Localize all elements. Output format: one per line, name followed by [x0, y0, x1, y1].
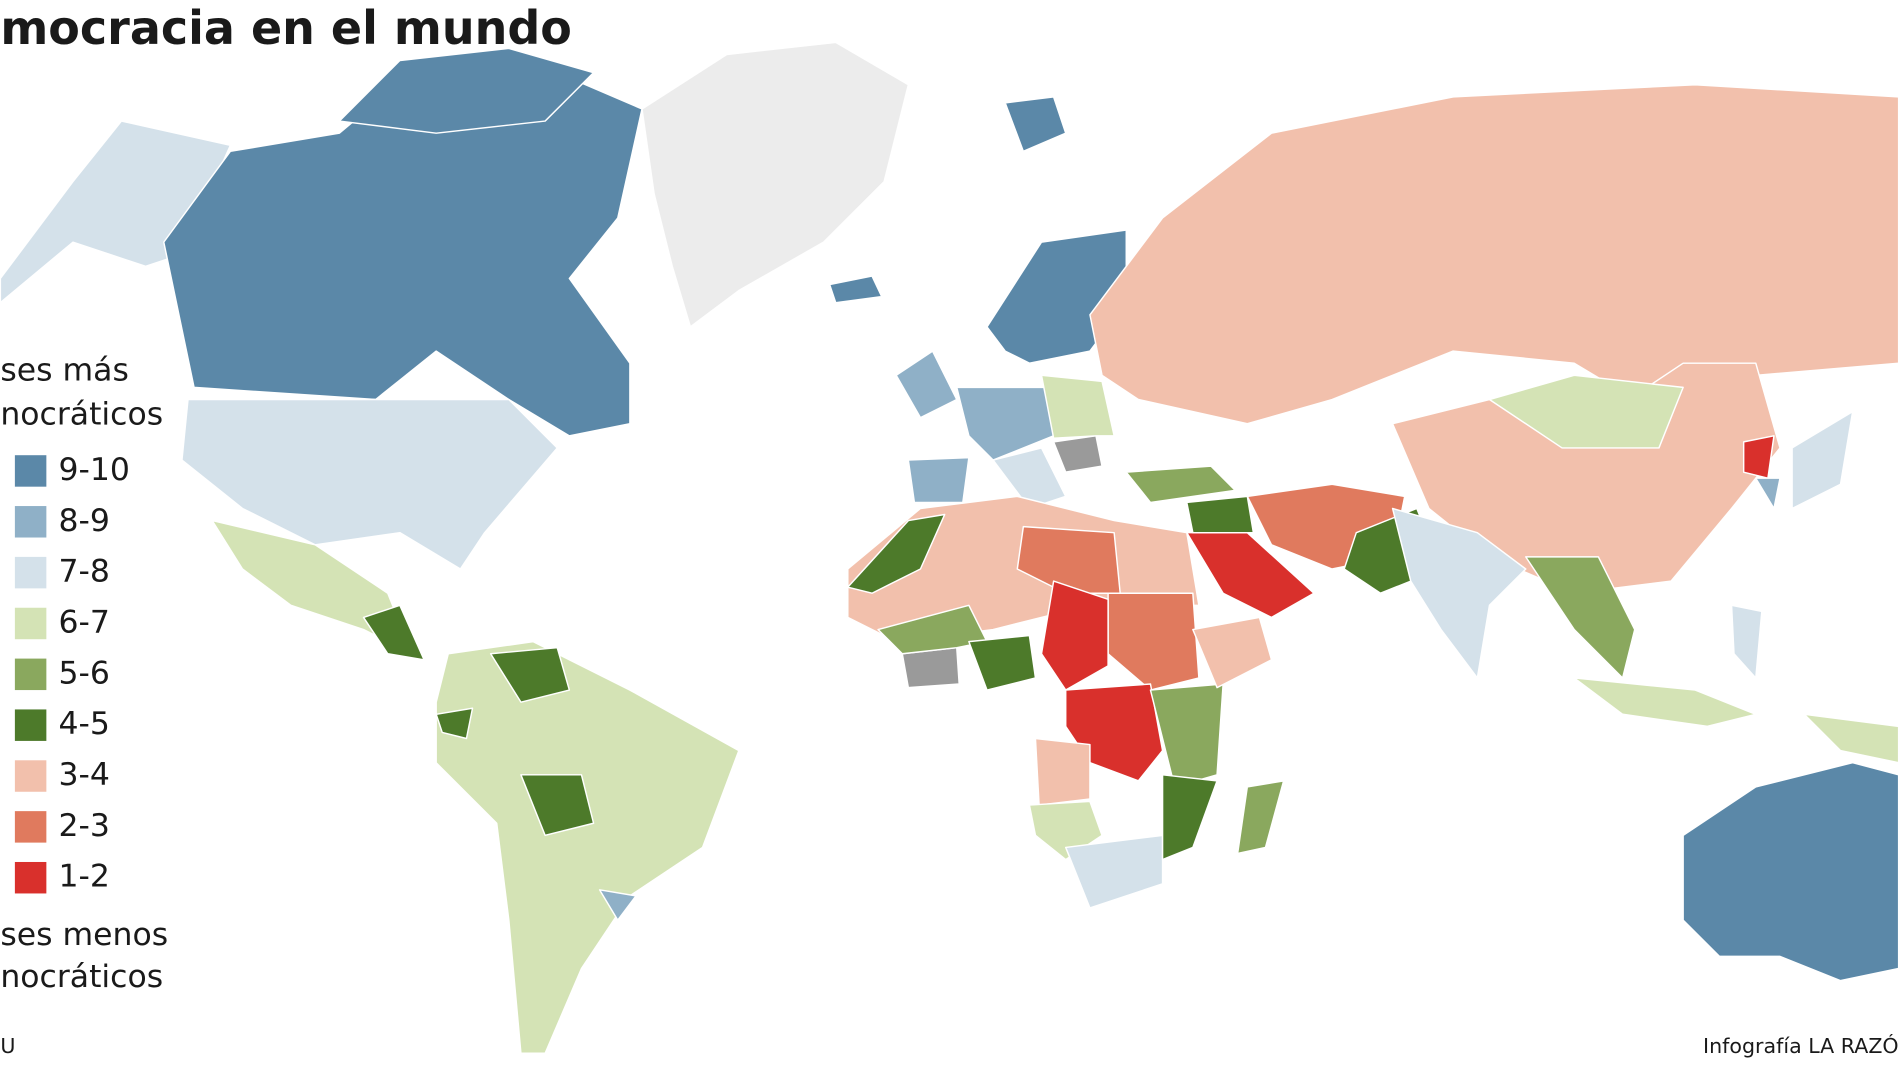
country-region [362, 604, 425, 661]
country-region [1149, 683, 1224, 788]
country-region [1391, 507, 1527, 679]
legend-swatch [14, 658, 47, 691]
legend-swatch [14, 455, 47, 487]
country-region [1730, 604, 1763, 679]
country-region [1040, 374, 1115, 439]
country-region [1089, 84, 1899, 437]
legend-swatch [14, 506, 47, 538]
source: U [0, 1034, 15, 1058]
legend-swatch [14, 607, 47, 640]
legend-swatch [14, 760, 47, 792]
world-map [0, 41, 1899, 1054]
legend-swatch [14, 709, 47, 741]
country-region [598, 889, 637, 921]
greenland [641, 41, 910, 328]
legend-label: 2-3 [58, 808, 109, 844]
legend-label: 9-10 [58, 452, 129, 488]
country-region [847, 513, 946, 594]
country-region [1791, 410, 1854, 510]
country-region [968, 634, 1037, 691]
country-region [1004, 96, 1067, 153]
country-region [1064, 834, 1164, 909]
country-region [1682, 761, 1899, 982]
no-data-region [901, 646, 960, 689]
country-region [992, 447, 1067, 510]
country-region [1161, 774, 1218, 861]
legend-swatch [14, 556, 47, 589]
country-region [1803, 713, 1899, 764]
legend: 9-10 8-9 7-8 6-7 5-6 4-5 3-4 2-3 1-2 [14, 452, 130, 895]
country-region [1573, 677, 1757, 728]
country-region [435, 707, 474, 740]
country-region [895, 350, 958, 419]
country-region [520, 774, 595, 837]
country-region [1488, 374, 1684, 449]
no-data-region [1052, 435, 1103, 473]
legend-heading: nocráticos [0, 396, 163, 432]
country-region [1755, 477, 1781, 510]
legend-heading: nocráticos [0, 959, 163, 995]
country-region [1107, 592, 1200, 691]
country-region [435, 640, 740, 1054]
country-region [338, 47, 595, 134]
legend-swatch [14, 861, 47, 894]
legend-heading: ses menos [0, 917, 168, 953]
country-region [1742, 435, 1775, 479]
legend-label: 3-4 [58, 757, 109, 793]
legend-label: 7-8 [58, 554, 109, 590]
map-title: mocracia en el mundo [0, 1, 572, 55]
legend-label: 5-6 [58, 655, 109, 691]
country-region [956, 386, 1055, 461]
legend-label: 8-9 [58, 503, 109, 539]
country-region [1016, 525, 1121, 594]
country-region [907, 456, 970, 504]
country-region [1186, 495, 1255, 534]
legend-heading: ses más [0, 353, 128, 389]
country-region [489, 646, 571, 703]
country-region [1040, 580, 1109, 691]
country-region [1192, 616, 1273, 689]
country-region [1125, 465, 1236, 504]
credit: Infografía LA RAZÓ [1703, 1033, 1899, 1058]
legend-label: 4-5 [58, 706, 109, 742]
country-region [1236, 780, 1285, 855]
country-region [181, 398, 558, 570]
legend-label: 1-2 [58, 859, 109, 895]
country-region [828, 275, 883, 304]
country-region [1525, 556, 1636, 679]
legend-label: 6-7 [58, 604, 109, 640]
country-region [1034, 737, 1091, 806]
legend-swatch [14, 811, 47, 843]
